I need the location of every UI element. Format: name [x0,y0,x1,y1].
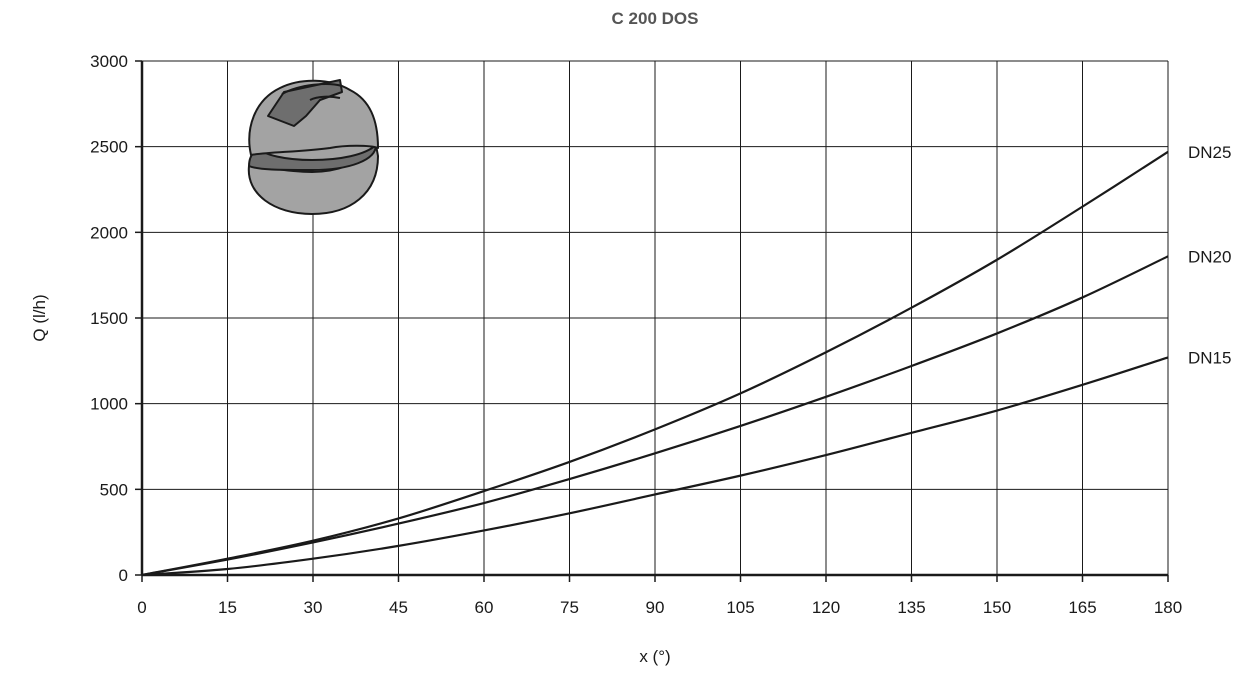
x-tick-label: 75 [560,598,579,617]
y-tick-label: 3000 [90,52,128,71]
y-tick-labels: 0 500 1000 1500 2000 2500 3000 [90,52,128,585]
x-tick-label: 45 [389,598,408,617]
series-label-dn25: DN25 [1188,143,1231,162]
y-tick-label: 1500 [90,309,128,328]
y-axis-title: Q (l/h) [30,294,49,341]
x-tick-label: 30 [304,598,323,617]
chart-title: C 200 DOS [612,9,699,28]
y-tick-label: 0 [119,566,128,585]
series-line-dn20 [141,255,1169,577]
series-label-dn15: DN15 [1188,348,1231,367]
series-labels: DN25 DN20 DN15 [1188,143,1231,368]
x-tick-label: 180 [1154,598,1182,617]
y-tick-label: 500 [100,480,128,499]
x-tick-label: 0 [137,598,146,617]
x-tick-label: 150 [983,598,1011,617]
series-label-dn20: DN20 [1188,247,1231,266]
y-tick-label: 2000 [90,223,128,242]
axes [135,60,1169,582]
x-axis-title: x (°) [639,647,670,666]
x-tick-labels: 0 15 30 45 60 75 90 105 120 135 150 165 180 [137,598,1182,617]
series-line-dn15 [141,356,1169,577]
y-tick-label: 2500 [90,138,128,157]
x-tick-label: 105 [726,598,754,617]
x-tick-label: 135 [897,598,925,617]
x-tick-label: 120 [812,598,840,617]
x-tick-label: 60 [475,598,494,617]
series-lines [141,150,1169,577]
x-tick-label: 165 [1068,598,1096,617]
x-tick-label: 15 [218,598,237,617]
x-tick-label: 90 [646,598,665,617]
ball-valve-icon [247,79,379,215]
y-tick-label: 1000 [90,395,128,414]
series-line-dn25 [141,150,1169,577]
